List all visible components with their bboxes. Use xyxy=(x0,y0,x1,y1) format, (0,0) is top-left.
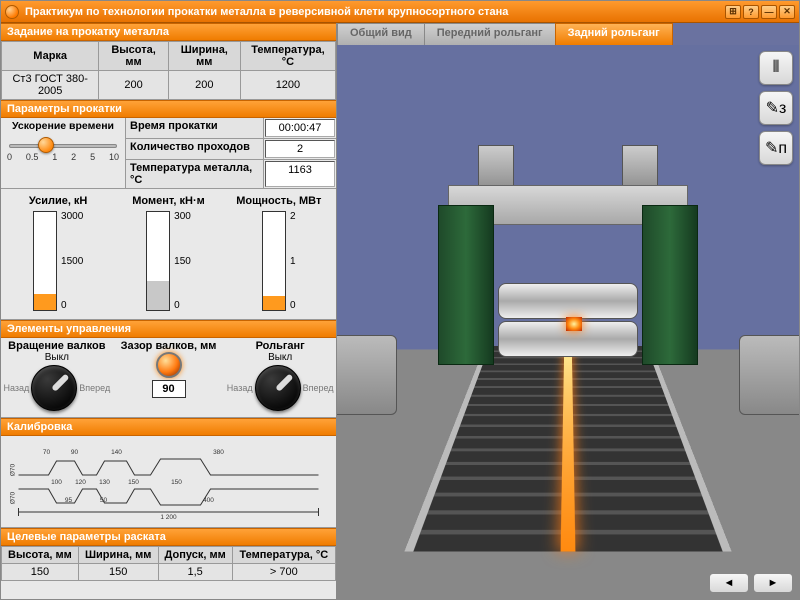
ctl-roll-rotation: Вращение валков Выкл Назад Вперед xyxy=(1,340,113,411)
calibration-diagram: 70 90 140 380 100 120 130 150 150 95 50 … xyxy=(1,436,336,528)
svg-text:Ø70: Ø70 xyxy=(10,463,17,476)
window-title: Практикум по технологии прокатки металла… xyxy=(25,6,725,18)
side-mech-right-icon xyxy=(739,335,799,415)
controls-row: Вращение валков Выкл Назад Вперед Зазор … xyxy=(1,338,336,418)
svg-text:90: 90 xyxy=(71,449,79,456)
ctl-roller-table: Рольганг Выкл Назад Вперед xyxy=(224,340,336,411)
close-button[interactable]: ✕ xyxy=(779,5,795,19)
task-c3: 1200 xyxy=(240,71,335,100)
svg-text:380: 380 xyxy=(213,449,224,456)
nav-right-button[interactable]: ► xyxy=(753,573,793,593)
task-h0: Марка xyxy=(2,42,99,71)
side-toolbar: ⦀ ✎з ✎п xyxy=(759,51,793,165)
minimize-button[interactable]: — xyxy=(761,5,777,19)
task-title: Задание на прокатку металла xyxy=(1,23,336,41)
svg-text:1 200: 1 200 xyxy=(160,514,177,520)
side-mech-left-icon xyxy=(337,335,397,415)
gap-lamp-icon[interactable] xyxy=(156,352,182,378)
time-accel: Ускорение времени 0 0.5 1 2 5 10 xyxy=(1,118,126,188)
svg-text:100: 100 xyxy=(51,479,62,486)
slider-knob-icon[interactable] xyxy=(38,137,54,153)
rolling-params: Ускорение времени 0 0.5 1 2 5 10 xyxy=(1,118,336,189)
window-buttons: ⊞ ? — ✕ xyxy=(725,5,795,19)
nav-arrows: ◄ ► xyxy=(709,573,793,593)
controls-title: Элементы управления xyxy=(1,320,336,338)
task-c2: 200 xyxy=(168,71,240,100)
calibration-title: Калибровка xyxy=(1,418,336,436)
task-c0: Ст3 ГОСТ 380-2005 xyxy=(2,71,99,100)
left-panel: Задание на прокатку металла Марка Высота… xyxy=(1,23,337,599)
roller-table-dial[interactable] xyxy=(255,365,301,411)
gauge-moment: Момент, кН·м 3001500 xyxy=(118,195,218,311)
task-c1: 200 xyxy=(99,71,168,100)
gauge-force: Усилие, кН 300015000 xyxy=(8,195,108,311)
viewport-3d[interactable]: ⦀ ✎з ✎п ◄ ► xyxy=(337,45,799,599)
svg-text:140: 140 xyxy=(111,449,122,456)
svg-text:150: 150 xyxy=(171,479,182,486)
svg-text:Ø70: Ø70 xyxy=(10,491,17,504)
task-table: Марка Высота, мм Ширина, мм Температура,… xyxy=(1,41,336,100)
tool-probe-p[interactable]: ✎п xyxy=(759,131,793,165)
svg-text:400: 400 xyxy=(203,497,214,504)
task-h3: Температура, °C xyxy=(240,42,335,71)
svg-text:120: 120 xyxy=(75,479,86,486)
tab-front[interactable]: Передний рольганг xyxy=(424,23,556,45)
time-accel-slider[interactable]: 0 0.5 1 2 5 10 xyxy=(5,134,121,162)
help-button[interactable]: ? xyxy=(743,5,759,19)
rolling-mill-icon xyxy=(418,145,718,405)
task-h1: Высота, мм xyxy=(99,42,168,71)
rolling-title: Параметры прокатки xyxy=(1,100,336,118)
view-tabs: Общий вид Передний рольганг Задний рольг… xyxy=(337,23,799,45)
tab-rear[interactable]: Задний рольганг xyxy=(555,23,673,45)
grid-button[interactable]: ⊞ xyxy=(725,5,741,19)
svg-text:130: 130 xyxy=(99,479,110,486)
roll-rotation-dial[interactable] xyxy=(31,365,77,411)
gauges: Усилие, кН 300015000 Момент, кН·м 300150… xyxy=(1,189,336,320)
gauge-power: Мощность, МВт 210 xyxy=(229,195,329,311)
passes-value: 2 xyxy=(265,140,335,158)
right-panel: Общий вид Передний рольганг Задний рольг… xyxy=(337,23,799,599)
tool-probe-z[interactable]: ✎з xyxy=(759,91,793,125)
task-h2: Ширина, мм xyxy=(168,42,240,71)
app-window: Практикум по технологии прокатки металла… xyxy=(0,0,800,600)
tool-columns[interactable]: ⦀ xyxy=(759,51,793,85)
app-orb-icon xyxy=(5,5,19,19)
svg-text:50: 50 xyxy=(100,497,108,504)
time-accel-label: Ускорение времени xyxy=(5,120,121,132)
svg-text:95: 95 xyxy=(65,497,73,504)
tab-general[interactable]: Общий вид xyxy=(337,23,425,45)
titlebar: Практикум по технологии прокатки металла… xyxy=(1,1,799,23)
svg-text:70: 70 xyxy=(43,449,51,456)
rolling-time-value: 00:00:47 xyxy=(265,119,335,137)
target-table: Высота, мм Ширина, мм Допуск, мм Темпера… xyxy=(1,546,336,581)
ctl-gap: Зазор валков, мм 90 xyxy=(113,340,225,411)
nav-left-button[interactable]: ◄ xyxy=(709,573,749,593)
target-title: Целевые параметры раската xyxy=(1,528,336,546)
svg-text:150: 150 xyxy=(128,479,139,486)
metal-temp-value: 1163 xyxy=(265,161,335,187)
gap-value[interactable]: 90 xyxy=(152,380,186,398)
